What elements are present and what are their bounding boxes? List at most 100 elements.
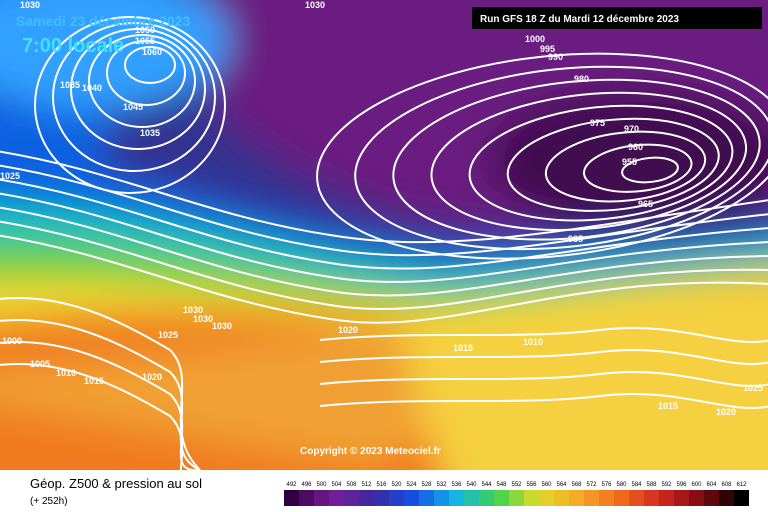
scale-swatch <box>419 490 434 506</box>
isobar-label: 955 <box>622 157 637 167</box>
isobar <box>468 104 734 222</box>
scale-swatch <box>389 490 404 506</box>
isobar <box>34 16 226 194</box>
scale-swatch <box>449 490 464 506</box>
forecast-time: 7:00 locale <box>22 35 124 57</box>
isobar-label: 1015 <box>453 343 473 353</box>
isobars <box>0 16 768 470</box>
isobar-label: 970 <box>624 124 639 134</box>
scale-label: 548 <box>496 482 507 488</box>
scale-swatch <box>524 490 539 506</box>
footer-lead: (+ 252h) <box>30 496 68 507</box>
isobar <box>0 178 768 270</box>
scale-swatch <box>284 490 299 506</box>
scale-swatch <box>689 490 704 506</box>
scale-swatch <box>614 490 629 506</box>
isobar-label: 1020 <box>142 372 162 382</box>
scale-swatch <box>569 490 584 506</box>
isobar-label: 980 <box>574 74 589 84</box>
footer-title: Géop. Z500 & pression au sol <box>30 476 202 491</box>
scale-swatch <box>539 490 554 506</box>
scale-label: 504 <box>331 482 342 488</box>
isobar <box>52 22 216 172</box>
scale-swatch <box>359 490 374 506</box>
isobar <box>88 34 196 128</box>
isobar-label: 1050 <box>135 25 155 35</box>
scale-swatch <box>554 490 569 506</box>
isobar-label: 990 <box>548 52 563 62</box>
isobar-label: 1030 <box>305 0 325 10</box>
scale-label: 592 <box>661 482 672 488</box>
isobar <box>0 234 768 324</box>
isobar-label: 1010 <box>523 337 543 347</box>
scale-label: 564 <box>556 482 567 488</box>
scale-swatch <box>644 490 659 506</box>
scale-swatch <box>584 490 599 506</box>
isobar-label: 1005 <box>30 359 50 369</box>
scale-label: 612 <box>736 482 747 488</box>
isobar <box>319 348 768 366</box>
isobar <box>621 156 679 184</box>
scale-label: 500 <box>316 482 327 488</box>
isobar-label: 1030 <box>212 321 232 331</box>
isobar <box>0 206 768 297</box>
scale-label: 576 <box>601 482 612 488</box>
isobar-label: 965 <box>638 199 653 209</box>
isobar <box>0 363 200 470</box>
scale-label: 540 <box>466 482 477 488</box>
scale-label: 600 <box>691 482 702 488</box>
scale-label: 568 <box>571 482 582 488</box>
isobar <box>70 28 206 150</box>
isobar-label: 1020 <box>338 325 358 335</box>
isobar-label: 975 <box>590 118 605 128</box>
isobar <box>319 326 768 344</box>
isobar-label: 985 <box>568 234 583 244</box>
scale-label: 572 <box>586 482 597 488</box>
forecast-date: Samedi 23 décembre 2023 <box>16 13 191 29</box>
scale-label: 556 <box>526 482 537 488</box>
isobar-label: 1030 <box>193 314 213 324</box>
isobar-label: 1030 <box>183 305 203 315</box>
isobar-label: 1010 <box>56 368 76 378</box>
isobar-label: 1035 <box>140 128 160 138</box>
isobar-label: 1015 <box>658 401 678 411</box>
scale-swatch <box>404 490 419 506</box>
run-box <box>472 7 762 29</box>
isobar <box>506 117 720 212</box>
isobar-label: 1020 <box>716 407 736 417</box>
isobar <box>392 78 761 241</box>
isobar <box>544 130 707 203</box>
scale-label: 584 <box>631 482 642 488</box>
isobar-label: 1060 <box>142 47 162 57</box>
scale-swatch <box>599 490 614 506</box>
isobar-label: 1055 <box>135 36 155 46</box>
scale-label: 604 <box>706 482 717 488</box>
isobar-label: 1015 <box>84 376 104 386</box>
scale-label: 516 <box>376 482 387 488</box>
scale-label: 588 <box>646 482 657 488</box>
isobar-label: 1035 <box>60 80 80 90</box>
scale-swatch <box>374 490 389 506</box>
isobar-label: 1040 <box>82 83 102 93</box>
isobar-label: 1025 <box>0 171 20 181</box>
isobar <box>582 143 693 193</box>
isobar <box>316 52 768 260</box>
color-scale: 492 496 500 504 508 512 516 520 524 528 532 536 540 5… <box>284 482 749 506</box>
isobar <box>319 392 768 410</box>
scale-swatch <box>659 490 674 506</box>
scale-label: 608 <box>721 482 732 488</box>
isobar-label: 1000 <box>525 34 545 44</box>
isobar <box>0 150 768 244</box>
scale-swatch <box>509 490 524 506</box>
run-label: Run GFS 18 Z du Mardi 12 décembre 2023 <box>480 14 679 25</box>
isobar <box>430 91 748 232</box>
copyright: Copyright © 2023 Meteociel.fr <box>300 446 441 457</box>
scale-label: 536 <box>451 482 462 488</box>
scale-swatch <box>434 490 449 506</box>
scale-label: 552 <box>511 482 522 488</box>
isobar-label: 1025 <box>743 383 763 393</box>
scale-label: 512 <box>361 482 372 488</box>
scale-swatch <box>464 490 479 506</box>
